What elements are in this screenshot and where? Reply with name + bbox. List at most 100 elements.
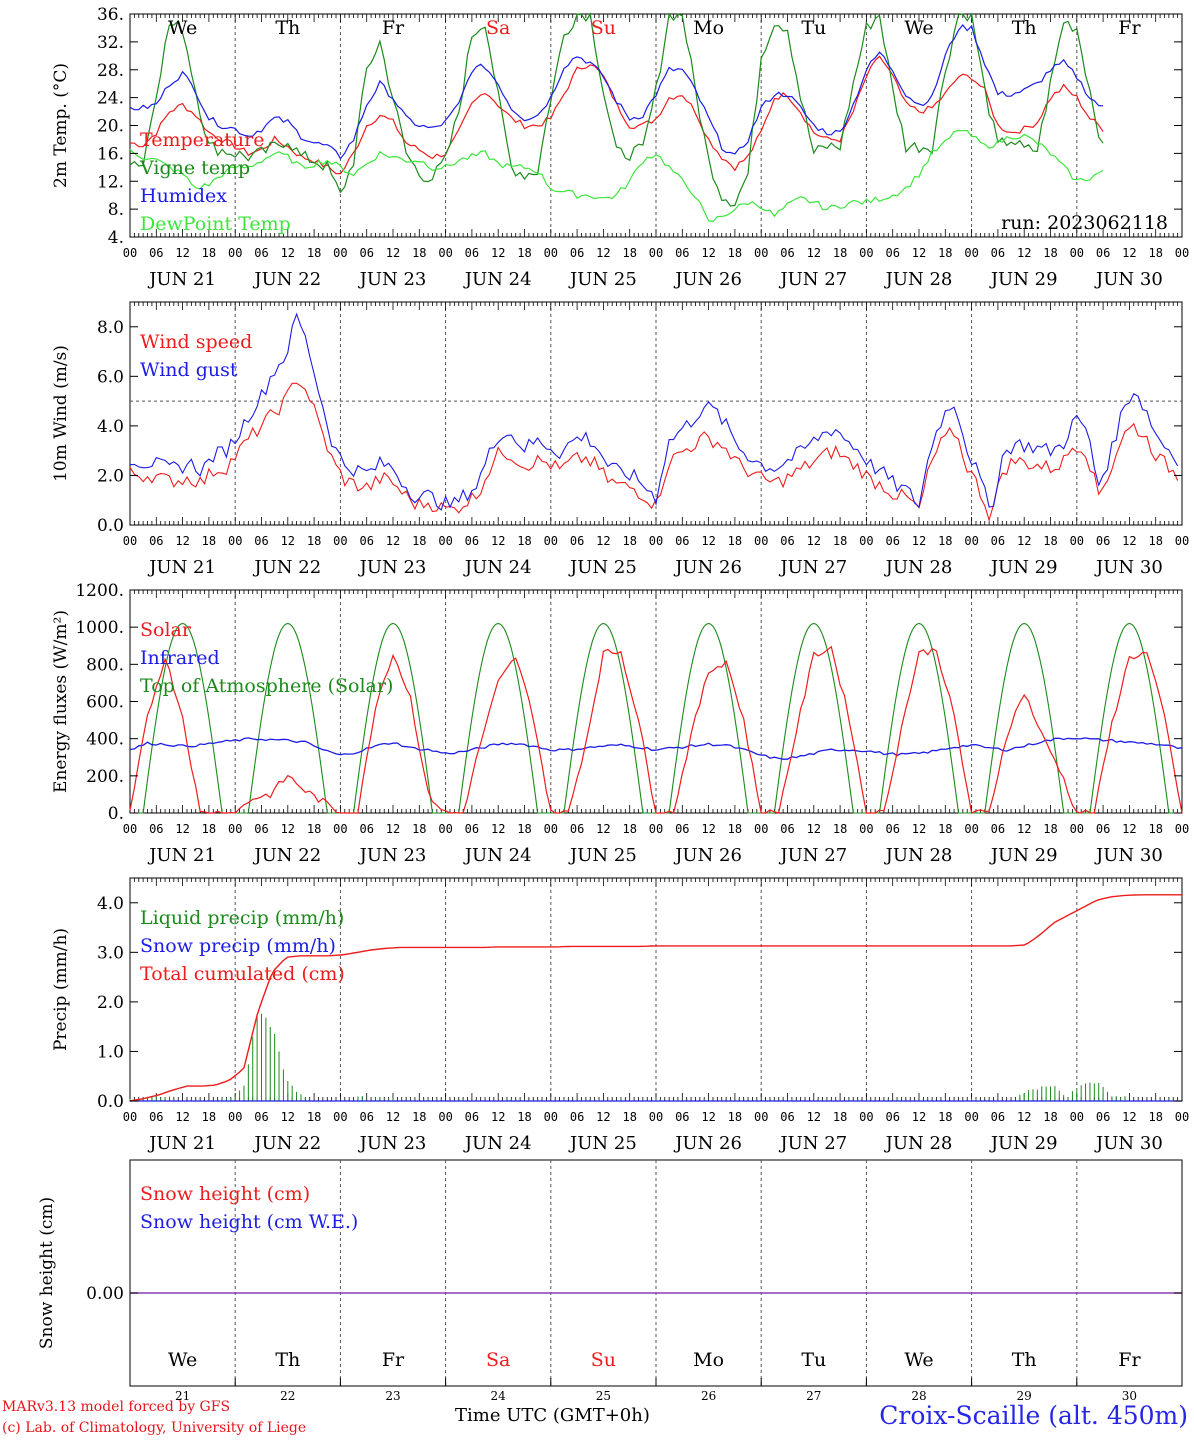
series-blue: [129, 312, 1179, 511]
x-tick-label: 06: [149, 1110, 163, 1124]
y-tick-label: 600.: [86, 693, 124, 713]
date-label: JUN 22: [252, 1133, 321, 1154]
x-tick-label: 18: [833, 1110, 847, 1124]
x-tick-label: 00: [228, 1110, 242, 1124]
x-tick-label: 12: [596, 534, 610, 548]
x-tick-label: 12: [807, 822, 821, 836]
date-label: JUN 25: [568, 557, 637, 578]
x-tick-label: 00: [1070, 1110, 1084, 1124]
x-tick-label: 00: [964, 246, 978, 260]
x-tick-label: 06: [359, 534, 373, 548]
date-label: JUN 24: [463, 845, 532, 866]
x-tick-label: 18: [412, 246, 426, 260]
x-tick-label: 00: [438, 534, 452, 548]
x-tick-label: 00: [438, 822, 452, 836]
series-toa: [130, 622, 236, 814]
x-tick-label: 06: [465, 822, 479, 836]
x-tick-label: 00: [228, 246, 242, 260]
legend-entry: Solar: [140, 619, 192, 641]
series-toa: [656, 622, 762, 814]
x-tick-label: 18: [307, 246, 321, 260]
x-tick-label: 06: [675, 246, 689, 260]
x-tick-label: 06: [570, 534, 584, 548]
day-number: 24: [491, 1389, 507, 1403]
date-label: JUN 26: [673, 1133, 742, 1154]
x-tick-label: 18: [517, 534, 531, 548]
panel-frame-1: [129, 301, 1183, 526]
date-label: JUN 23: [358, 845, 427, 866]
x-tick-label: 00: [333, 1110, 347, 1124]
day-number: 30: [1122, 1389, 1137, 1403]
x-tick-label: 12: [1017, 1110, 1031, 1124]
x-tick-label: 06: [885, 822, 899, 836]
date-label: JUN 22: [252, 557, 321, 578]
x-tick-label: 06: [675, 534, 689, 548]
y-tick-label: 20.: [97, 117, 124, 137]
series-lightgreen: [129, 129, 1104, 223]
day-number: 22: [280, 1389, 295, 1403]
day-name: We: [168, 17, 197, 39]
x-tick-label: 06: [885, 246, 899, 260]
date-label: JUN 27: [778, 845, 847, 866]
date-label: JUN 26: [673, 845, 742, 866]
x-tick-label: 00: [1175, 1110, 1189, 1124]
x-tick-label: 18: [412, 534, 426, 548]
day-name: We: [904, 1349, 933, 1371]
x-tick-label: 18: [622, 534, 636, 548]
day-number: 27: [806, 1389, 821, 1403]
x-tick-label: 18: [833, 534, 847, 548]
x-tick-label: 12: [1017, 534, 1031, 548]
x-tick-label: 06: [359, 822, 373, 836]
x-tick-label: 06: [885, 534, 899, 548]
x-tick-label: 18: [833, 246, 847, 260]
x-tick-label: 00: [1070, 822, 1084, 836]
x-tick-label: 06: [991, 1110, 1005, 1124]
y-axis-label: Snow height (cm): [37, 1197, 57, 1349]
y-tick-label: 16.: [97, 144, 124, 164]
x-tick-label: 06: [991, 822, 1005, 836]
x-tick-label: 18: [307, 822, 321, 836]
x-tick-label: 06: [465, 246, 479, 260]
x-tick-label: 00: [859, 534, 873, 548]
date-label: JUN 29: [989, 269, 1058, 290]
y-tick-label: 1200.: [75, 581, 124, 601]
x-tick-label: 12: [807, 1110, 821, 1124]
day-name: Mo: [693, 17, 724, 39]
series-solar: [129, 645, 1183, 814]
x-tick-label: 12: [175, 534, 189, 548]
x-tick-label: 12: [281, 822, 295, 836]
date-label: JUN 27: [778, 557, 847, 578]
day-name: Fr: [382, 17, 405, 39]
legend-entry: Vigne temp: [139, 157, 250, 179]
x-tick-label: 06: [149, 246, 163, 260]
x-tick-label: 18: [202, 1110, 216, 1124]
x-tick-label: 06: [675, 1110, 689, 1124]
date-label: JUN 27: [778, 269, 847, 290]
x-tick-label: 18: [307, 1110, 321, 1124]
date-label: JUN 26: [673, 557, 742, 578]
x-tick-label: 12: [596, 822, 610, 836]
y-tick-label: 28.: [97, 61, 124, 81]
x-tick-label: 18: [1043, 534, 1057, 548]
x-tick-label: 18: [833, 822, 847, 836]
y-tick-label: 3.0: [97, 943, 124, 963]
y-axis-label: Precip (mm/h): [51, 928, 71, 1051]
series-toa: [550, 622, 656, 814]
x-tick-label: 18: [202, 246, 216, 260]
day-number: 26: [701, 1389, 716, 1403]
date-label: JUN 26: [673, 269, 742, 290]
x-tick-label: 06: [1096, 534, 1110, 548]
y-tick-label: 4.0: [97, 417, 124, 437]
day-name: Th: [1012, 1349, 1037, 1371]
day-name: Sa: [486, 1349, 510, 1371]
time-axis-label: Time UTC (GMT+0h): [455, 1405, 650, 1426]
legend-entry: Humidex: [140, 185, 227, 207]
x-tick-label: 00: [544, 822, 558, 836]
series-infrared: [129, 737, 1183, 760]
x-tick-label: 06: [780, 534, 794, 548]
x-tick-label: 12: [596, 246, 610, 260]
x-tick-label: 06: [149, 822, 163, 836]
x-tick-label: 06: [149, 534, 163, 548]
x-tick-label: 12: [912, 822, 926, 836]
x-tick-label: 12: [1122, 822, 1136, 836]
